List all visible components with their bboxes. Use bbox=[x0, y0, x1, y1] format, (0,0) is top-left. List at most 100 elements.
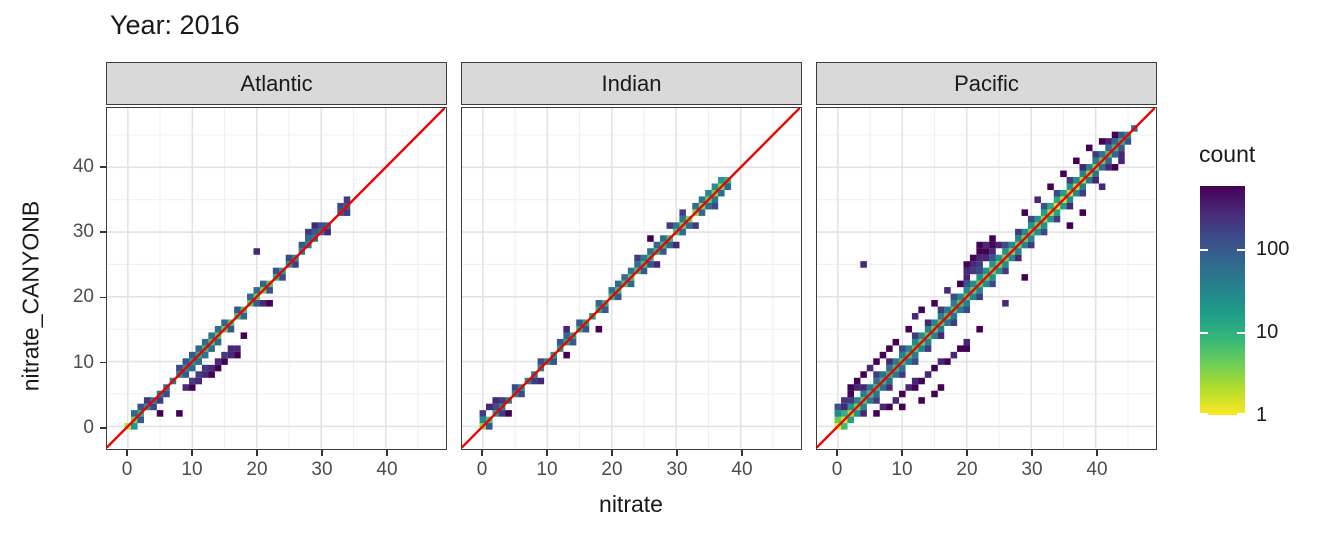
count-bin bbox=[995, 254, 1003, 262]
count-bin bbox=[1124, 138, 1132, 145]
count-bin bbox=[931, 332, 938, 339]
count-bin bbox=[1047, 215, 1054, 223]
count-bin bbox=[679, 209, 686, 216]
count-bin bbox=[208, 332, 215, 339]
count-bin bbox=[1098, 151, 1106, 158]
count-bin bbox=[1073, 189, 1080, 197]
count-bin bbox=[905, 358, 913, 365]
count-bin bbox=[841, 423, 848, 430]
count-bin bbox=[931, 319, 938, 327]
count-bin bbox=[176, 410, 183, 417]
count-bin bbox=[1002, 241, 1009, 249]
count-bin bbox=[950, 300, 958, 307]
count-bin bbox=[189, 351, 196, 359]
count-bin bbox=[950, 293, 958, 301]
count-bin bbox=[1002, 261, 1009, 268]
count-bin bbox=[486, 403, 493, 411]
count-bin bbox=[647, 261, 654, 268]
count-bin bbox=[853, 377, 861, 385]
count-bin bbox=[847, 416, 854, 424]
y-tick-label: 0 bbox=[83, 417, 94, 438]
count-bin bbox=[672, 222, 680, 229]
x-tick-mark bbox=[386, 450, 388, 456]
count-bin bbox=[343, 209, 351, 216]
count-bin bbox=[505, 410, 512, 417]
count-bin bbox=[989, 274, 996, 281]
count-bin bbox=[1079, 183, 1087, 191]
count-bin bbox=[834, 416, 842, 424]
x-tick-mark bbox=[676, 450, 678, 456]
count-bin bbox=[311, 228, 319, 236]
count-bin bbox=[860, 403, 867, 411]
panel-indian bbox=[461, 107, 802, 450]
count-bin bbox=[195, 371, 203, 378]
count-bin bbox=[182, 384, 190, 391]
y-tick-mark bbox=[100, 231, 106, 233]
count-bin bbox=[1053, 209, 1061, 216]
count-bin bbox=[989, 261, 996, 268]
count-bin bbox=[957, 280, 964, 288]
count-bin bbox=[937, 332, 945, 339]
count-bin bbox=[976, 287, 983, 294]
count-bin bbox=[492, 403, 499, 411]
count-bin bbox=[647, 248, 654, 255]
count-bin bbox=[899, 351, 906, 359]
count-bin bbox=[1118, 131, 1125, 139]
count-bin bbox=[834, 410, 842, 417]
count-bin bbox=[899, 371, 906, 378]
count-bin bbox=[847, 403, 854, 411]
y-axis-title: nitrate_CANYONB bbox=[17, 200, 44, 392]
count-bin bbox=[989, 280, 996, 288]
count-bin bbox=[1066, 196, 1074, 203]
count-bin bbox=[195, 345, 203, 352]
x-tick-label: 0 bbox=[121, 459, 133, 480]
x-tick-label: 40 bbox=[731, 459, 753, 480]
count-bin bbox=[595, 300, 603, 307]
count-bin bbox=[918, 306, 925, 314]
count-bin bbox=[253, 287, 261, 294]
x-tick-mark bbox=[1031, 450, 1033, 456]
x-tick-label: 0 bbox=[476, 459, 488, 480]
count-bin bbox=[221, 351, 228, 359]
count-bin bbox=[176, 364, 183, 372]
count-bin bbox=[892, 371, 900, 378]
y-tick-mark bbox=[100, 166, 106, 168]
count-bin bbox=[976, 248, 983, 255]
count-bin bbox=[234, 345, 241, 352]
count-bin bbox=[208, 371, 215, 378]
count-bin bbox=[963, 261, 971, 268]
count-bin bbox=[679, 215, 686, 223]
count-bin bbox=[208, 345, 215, 352]
count-bin bbox=[911, 384, 919, 391]
count-bin bbox=[899, 403, 906, 411]
count-bin bbox=[976, 254, 983, 262]
count-bin bbox=[685, 222, 693, 229]
x-tick-mark bbox=[126, 450, 128, 456]
count-bin bbox=[931, 300, 938, 307]
count-bin bbox=[182, 371, 190, 378]
count-bin bbox=[189, 364, 196, 372]
count-bin bbox=[924, 338, 932, 346]
y-tick-mark bbox=[100, 361, 106, 364]
count-bin bbox=[873, 358, 880, 365]
count-bin bbox=[1105, 138, 1112, 145]
x-tick-mark bbox=[481, 450, 483, 456]
count-bin bbox=[1008, 241, 1016, 249]
count-bin bbox=[841, 410, 848, 417]
count-bin bbox=[886, 377, 893, 385]
count-bin bbox=[976, 241, 983, 249]
facet-strip-label: Atlantic bbox=[240, 70, 313, 96]
count-bin bbox=[640, 254, 648, 262]
count-bin bbox=[492, 397, 499, 404]
legend-colorbar bbox=[1200, 186, 1245, 415]
count-bin bbox=[1021, 274, 1029, 281]
count-bin bbox=[317, 222, 325, 229]
panel-canvas-pacific bbox=[817, 108, 1156, 449]
count-bin bbox=[1118, 157, 1125, 165]
count-bin bbox=[1092, 151, 1099, 158]
count-bin bbox=[343, 196, 351, 203]
count-bin bbox=[201, 371, 209, 378]
count-bin bbox=[705, 189, 712, 197]
count-bin bbox=[944, 287, 951, 294]
count-bin bbox=[1015, 248, 1022, 255]
